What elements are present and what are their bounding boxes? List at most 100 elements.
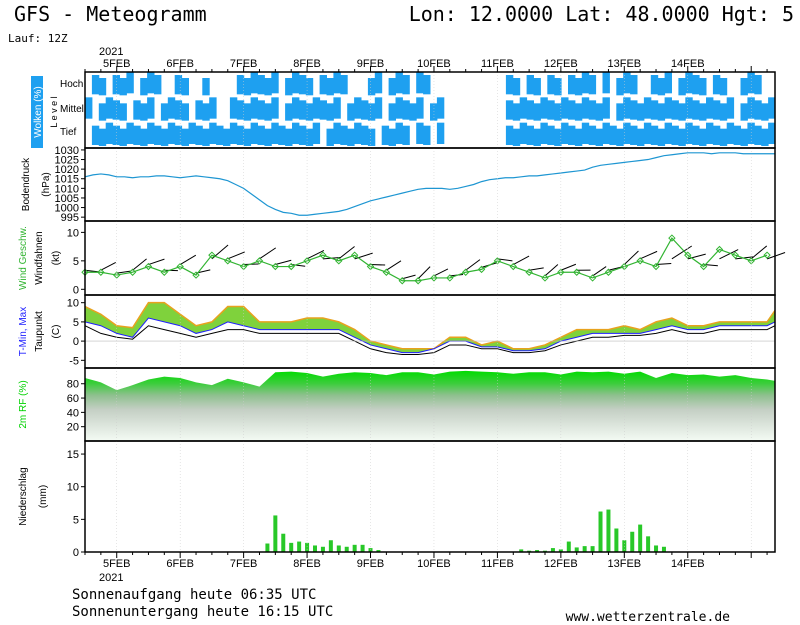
cloud-cell bbox=[402, 125, 410, 145]
cloud-cell bbox=[533, 78, 541, 96]
wind-barb bbox=[291, 264, 306, 267]
cloud-cell bbox=[505, 125, 514, 145]
wind-speed-point bbox=[398, 277, 406, 285]
wind-speed-point bbox=[224, 257, 232, 265]
cloud-cell bbox=[754, 100, 762, 120]
cloud-cell bbox=[595, 128, 603, 146]
cloud-cell bbox=[719, 103, 728, 121]
precip-bar bbox=[558, 549, 563, 552]
cloud-cell bbox=[126, 72, 134, 94]
cloud-cell bbox=[726, 97, 735, 119]
y-tick-label: 1030 bbox=[55, 145, 79, 157]
wind-speed-point bbox=[715, 245, 724, 254]
cloud-cell bbox=[91, 125, 100, 145]
date-tick-bottom: 9FEB bbox=[357, 558, 385, 570]
cloud-cell bbox=[678, 128, 686, 146]
cloud-cell bbox=[719, 78, 728, 96]
wind-speed-point bbox=[430, 274, 438, 282]
cloud-cell bbox=[568, 75, 576, 95]
y-tick-label: 0 bbox=[73, 336, 79, 348]
cloud-cell bbox=[664, 122, 672, 144]
cloud-cell bbox=[388, 78, 396, 96]
wind-speed-point bbox=[557, 268, 565, 276]
precip-bar bbox=[281, 533, 286, 552]
year-label-bottom: 2021 bbox=[99, 572, 123, 584]
cloud-cell bbox=[140, 78, 148, 96]
precip-bar bbox=[320, 546, 325, 552]
cloud-cell bbox=[664, 97, 672, 119]
cloud-cell bbox=[574, 128, 583, 146]
cloud-cell bbox=[105, 97, 114, 119]
wind-speed-point bbox=[97, 268, 105, 276]
cloud-cell bbox=[298, 100, 307, 120]
cloud-cell bbox=[388, 103, 396, 121]
cloud-cell bbox=[650, 75, 659, 95]
ylabel: Bodendruck bbox=[21, 157, 32, 211]
cloud-cell bbox=[430, 103, 438, 121]
cloud-cell bbox=[568, 125, 576, 145]
precip-bar bbox=[630, 531, 635, 552]
cloud-cell bbox=[147, 72, 155, 94]
cloud-cell bbox=[167, 97, 176, 119]
cloud-cell bbox=[512, 128, 521, 146]
y-tick-label: 5 bbox=[73, 256, 79, 268]
wind-barb bbox=[750, 245, 768, 260]
precip-bar bbox=[519, 549, 524, 552]
axis-labels-layer: 202120215FEB5FEB6FEB6FEB7FEB7FEB8FEB8FEB… bbox=[18, 46, 768, 584]
cloud-cell bbox=[98, 128, 107, 146]
date-tick-top: 11FEB bbox=[481, 58, 514, 70]
ylabel: Wind Geschw. bbox=[18, 226, 29, 290]
cloud-cell bbox=[526, 125, 534, 145]
y-tick-label: 1005 bbox=[55, 193, 79, 205]
cloud-cell bbox=[292, 122, 300, 144]
cloud-cell bbox=[754, 125, 762, 145]
cloud-cell bbox=[340, 125, 348, 145]
cloud-cell bbox=[285, 128, 293, 146]
cloud-cell bbox=[588, 75, 597, 95]
cloud-cell bbox=[505, 75, 514, 95]
cloud-cell bbox=[181, 103, 189, 121]
model-run: Lauf: 12Z bbox=[8, 32, 68, 45]
wind-barb bbox=[402, 274, 416, 280]
wind-speed-point bbox=[668, 234, 676, 242]
cloud-cell bbox=[347, 103, 355, 121]
ylabel: Niederschlag bbox=[18, 467, 29, 525]
wind-barb bbox=[386, 260, 402, 271]
cloud-cell bbox=[312, 122, 321, 144]
wind-barb bbox=[465, 259, 481, 271]
cloud-cell bbox=[561, 97, 569, 119]
date-tick-top: 10FEB bbox=[417, 58, 451, 70]
cloud-cell bbox=[229, 97, 238, 119]
date-tick-bottom: 11FEB bbox=[481, 558, 514, 570]
precip-bar bbox=[368, 548, 373, 552]
cloud-cell bbox=[768, 97, 776, 119]
cloud-cell bbox=[581, 97, 590, 119]
y-tick-label: 995 bbox=[61, 212, 79, 224]
cloud-cell bbox=[202, 128, 210, 146]
cloud-cell bbox=[333, 97, 341, 119]
cloud-cell bbox=[236, 125, 245, 145]
cloud-cell bbox=[305, 128, 314, 146]
cloud-cell bbox=[657, 128, 666, 146]
wind-barb bbox=[497, 258, 513, 262]
precip-bar bbox=[328, 540, 333, 552]
wind-speed-point bbox=[303, 257, 311, 265]
precip-bar bbox=[590, 546, 595, 552]
cloud-level-label: Tief bbox=[60, 127, 77, 138]
y-tick-label: 1025 bbox=[55, 155, 79, 167]
wind-speed-point bbox=[509, 262, 517, 271]
wind-speed-point bbox=[477, 265, 486, 274]
cloud-cell bbox=[706, 122, 714, 144]
cloud-cell bbox=[140, 103, 148, 121]
cloud-cell bbox=[326, 103, 334, 121]
cloud-cell bbox=[719, 128, 728, 146]
y-tick-label: 0 bbox=[73, 547, 79, 559]
cloud-cell bbox=[250, 122, 258, 144]
wind-barb bbox=[623, 250, 639, 265]
cloud-cell bbox=[692, 125, 700, 145]
cloud-cell bbox=[512, 103, 521, 121]
credit-link[interactable]: www.wetterzentrale.de bbox=[565, 610, 730, 625]
cloud-cell bbox=[588, 100, 597, 120]
panel-border bbox=[84, 220, 776, 296]
